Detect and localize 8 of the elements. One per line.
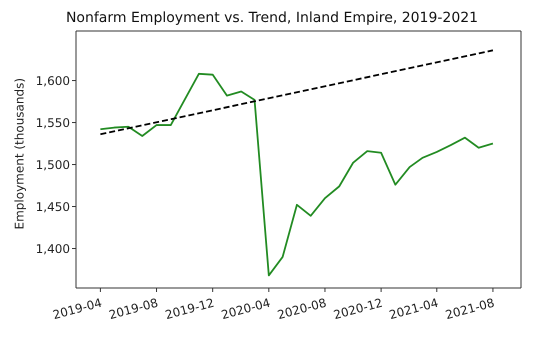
- chart-title: Nonfarm Employment vs. Trend, Inland Empire, 2019-2021: [64, 9, 480, 28]
- y-tick-label: 1,500: [36, 158, 70, 172]
- y-tick-label: 1,550: [36, 116, 70, 130]
- line-series: [99, 72, 494, 276]
- y-tick-label: 1,450: [36, 200, 70, 214]
- y-tick-label: 1,600: [36, 74, 70, 88]
- y-tick-label: 1,400: [36, 242, 70, 256]
- y-axis-title: Employment (thousands): [12, 78, 26, 230]
